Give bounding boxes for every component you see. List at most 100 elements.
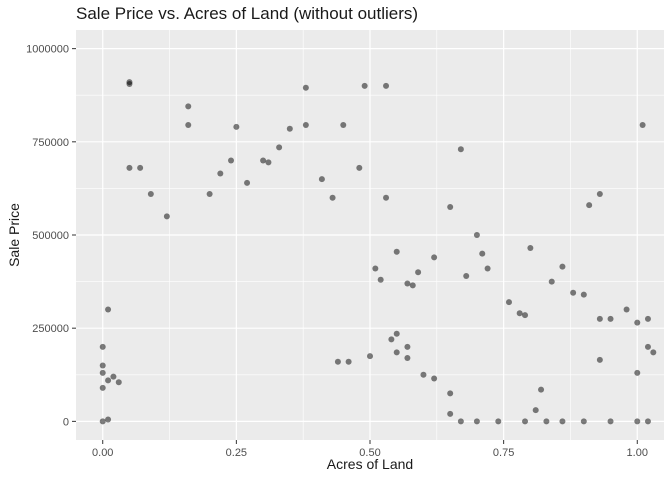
data-point <box>302 84 309 91</box>
data-point <box>99 362 106 369</box>
y-axis-label: Sale Price <box>6 203 22 267</box>
data-point <box>393 330 400 337</box>
y-tick-label: 1000000 <box>26 44 69 56</box>
data-point <box>276 144 283 151</box>
data-point <box>126 164 133 171</box>
data-point <box>228 157 235 164</box>
data-point <box>126 81 133 88</box>
data-point <box>388 336 395 343</box>
data-point <box>163 213 170 220</box>
data-point <box>356 164 363 171</box>
data-point <box>185 122 192 129</box>
x-tick-label: 0.25 <box>226 447 247 459</box>
data-point <box>607 418 614 425</box>
data-point <box>543 418 550 425</box>
data-point <box>105 416 112 423</box>
data-point <box>147 191 154 197</box>
data-point <box>548 278 555 285</box>
y-tick-label: 250000 <box>32 323 69 335</box>
data-point <box>431 375 438 382</box>
data-point <box>570 289 577 296</box>
chart-title: Sale Price vs. Acres of Land (without ou… <box>76 4 419 23</box>
data-point <box>318 176 325 183</box>
data-point <box>559 418 566 425</box>
data-point <box>420 371 427 378</box>
data-point <box>329 194 336 201</box>
data-point <box>596 356 603 363</box>
data-point <box>404 280 411 287</box>
data-point <box>431 254 438 261</box>
data-point <box>244 179 251 186</box>
data-point <box>644 343 651 350</box>
data-point <box>586 202 593 209</box>
data-point <box>110 373 117 380</box>
data-point <box>404 355 411 361</box>
data-point <box>447 410 454 417</box>
data-point <box>361 82 368 89</box>
y-axis-ticks: 0 250000 500000 750000 1000000 <box>26 44 76 428</box>
data-point <box>409 282 416 289</box>
data-point <box>383 82 390 89</box>
data-point <box>265 159 272 166</box>
data-point <box>393 248 400 255</box>
data-point <box>185 103 192 110</box>
data-point <box>137 164 144 171</box>
data-point <box>334 358 341 365</box>
data-point <box>404 343 411 350</box>
data-point <box>383 194 390 201</box>
data-point <box>505 299 512 306</box>
data-point <box>206 191 213 197</box>
x-tick-label: 0.50 <box>359 447 380 459</box>
data-point <box>105 377 112 384</box>
data-point <box>596 315 603 322</box>
data-point <box>473 232 480 238</box>
x-tick-label: 0.00 <box>92 447 113 459</box>
data-point <box>286 125 293 132</box>
data-point <box>217 170 224 177</box>
data-point <box>457 418 464 425</box>
data-point <box>377 276 384 283</box>
data-point <box>484 265 491 272</box>
data-point <box>527 245 534 252</box>
data-point <box>105 306 112 313</box>
data-point <box>415 269 422 276</box>
data-point <box>516 310 523 317</box>
data-point <box>393 349 400 356</box>
x-axis-label: Acres of Land <box>326 456 414 472</box>
y-tick-label: 0 <box>63 416 69 428</box>
data-point <box>99 369 106 376</box>
data-point <box>473 418 480 425</box>
data-point <box>532 407 539 414</box>
data-point <box>495 418 502 425</box>
data-point <box>650 349 657 356</box>
data-point <box>372 265 379 272</box>
data-point <box>233 123 240 130</box>
data-point <box>596 191 603 197</box>
data-point <box>447 390 454 397</box>
data-point <box>99 384 106 391</box>
data-point <box>580 291 587 298</box>
data-point <box>538 386 545 393</box>
y-tick-label: 750000 <box>32 137 69 149</box>
data-point <box>634 369 641 376</box>
data-point <box>99 418 106 425</box>
x-axis-ticks: 0.00 0.25 0.50 0.75 1.00 <box>92 440 648 459</box>
data-point <box>522 312 529 319</box>
data-point <box>607 315 614 322</box>
data-point <box>115 379 122 386</box>
data-point <box>644 315 651 322</box>
data-points <box>99 79 657 425</box>
data-point <box>479 250 486 257</box>
data-point <box>644 418 651 425</box>
x-tick-label: 0.75 <box>493 447 514 459</box>
data-point <box>367 353 373 360</box>
data-point <box>345 358 352 365</box>
data-point <box>463 273 470 279</box>
data-point <box>580 418 587 425</box>
data-point <box>623 306 630 313</box>
data-point <box>634 418 641 425</box>
data-point <box>634 319 641 326</box>
data-point <box>447 204 454 211</box>
data-point <box>522 418 529 425</box>
